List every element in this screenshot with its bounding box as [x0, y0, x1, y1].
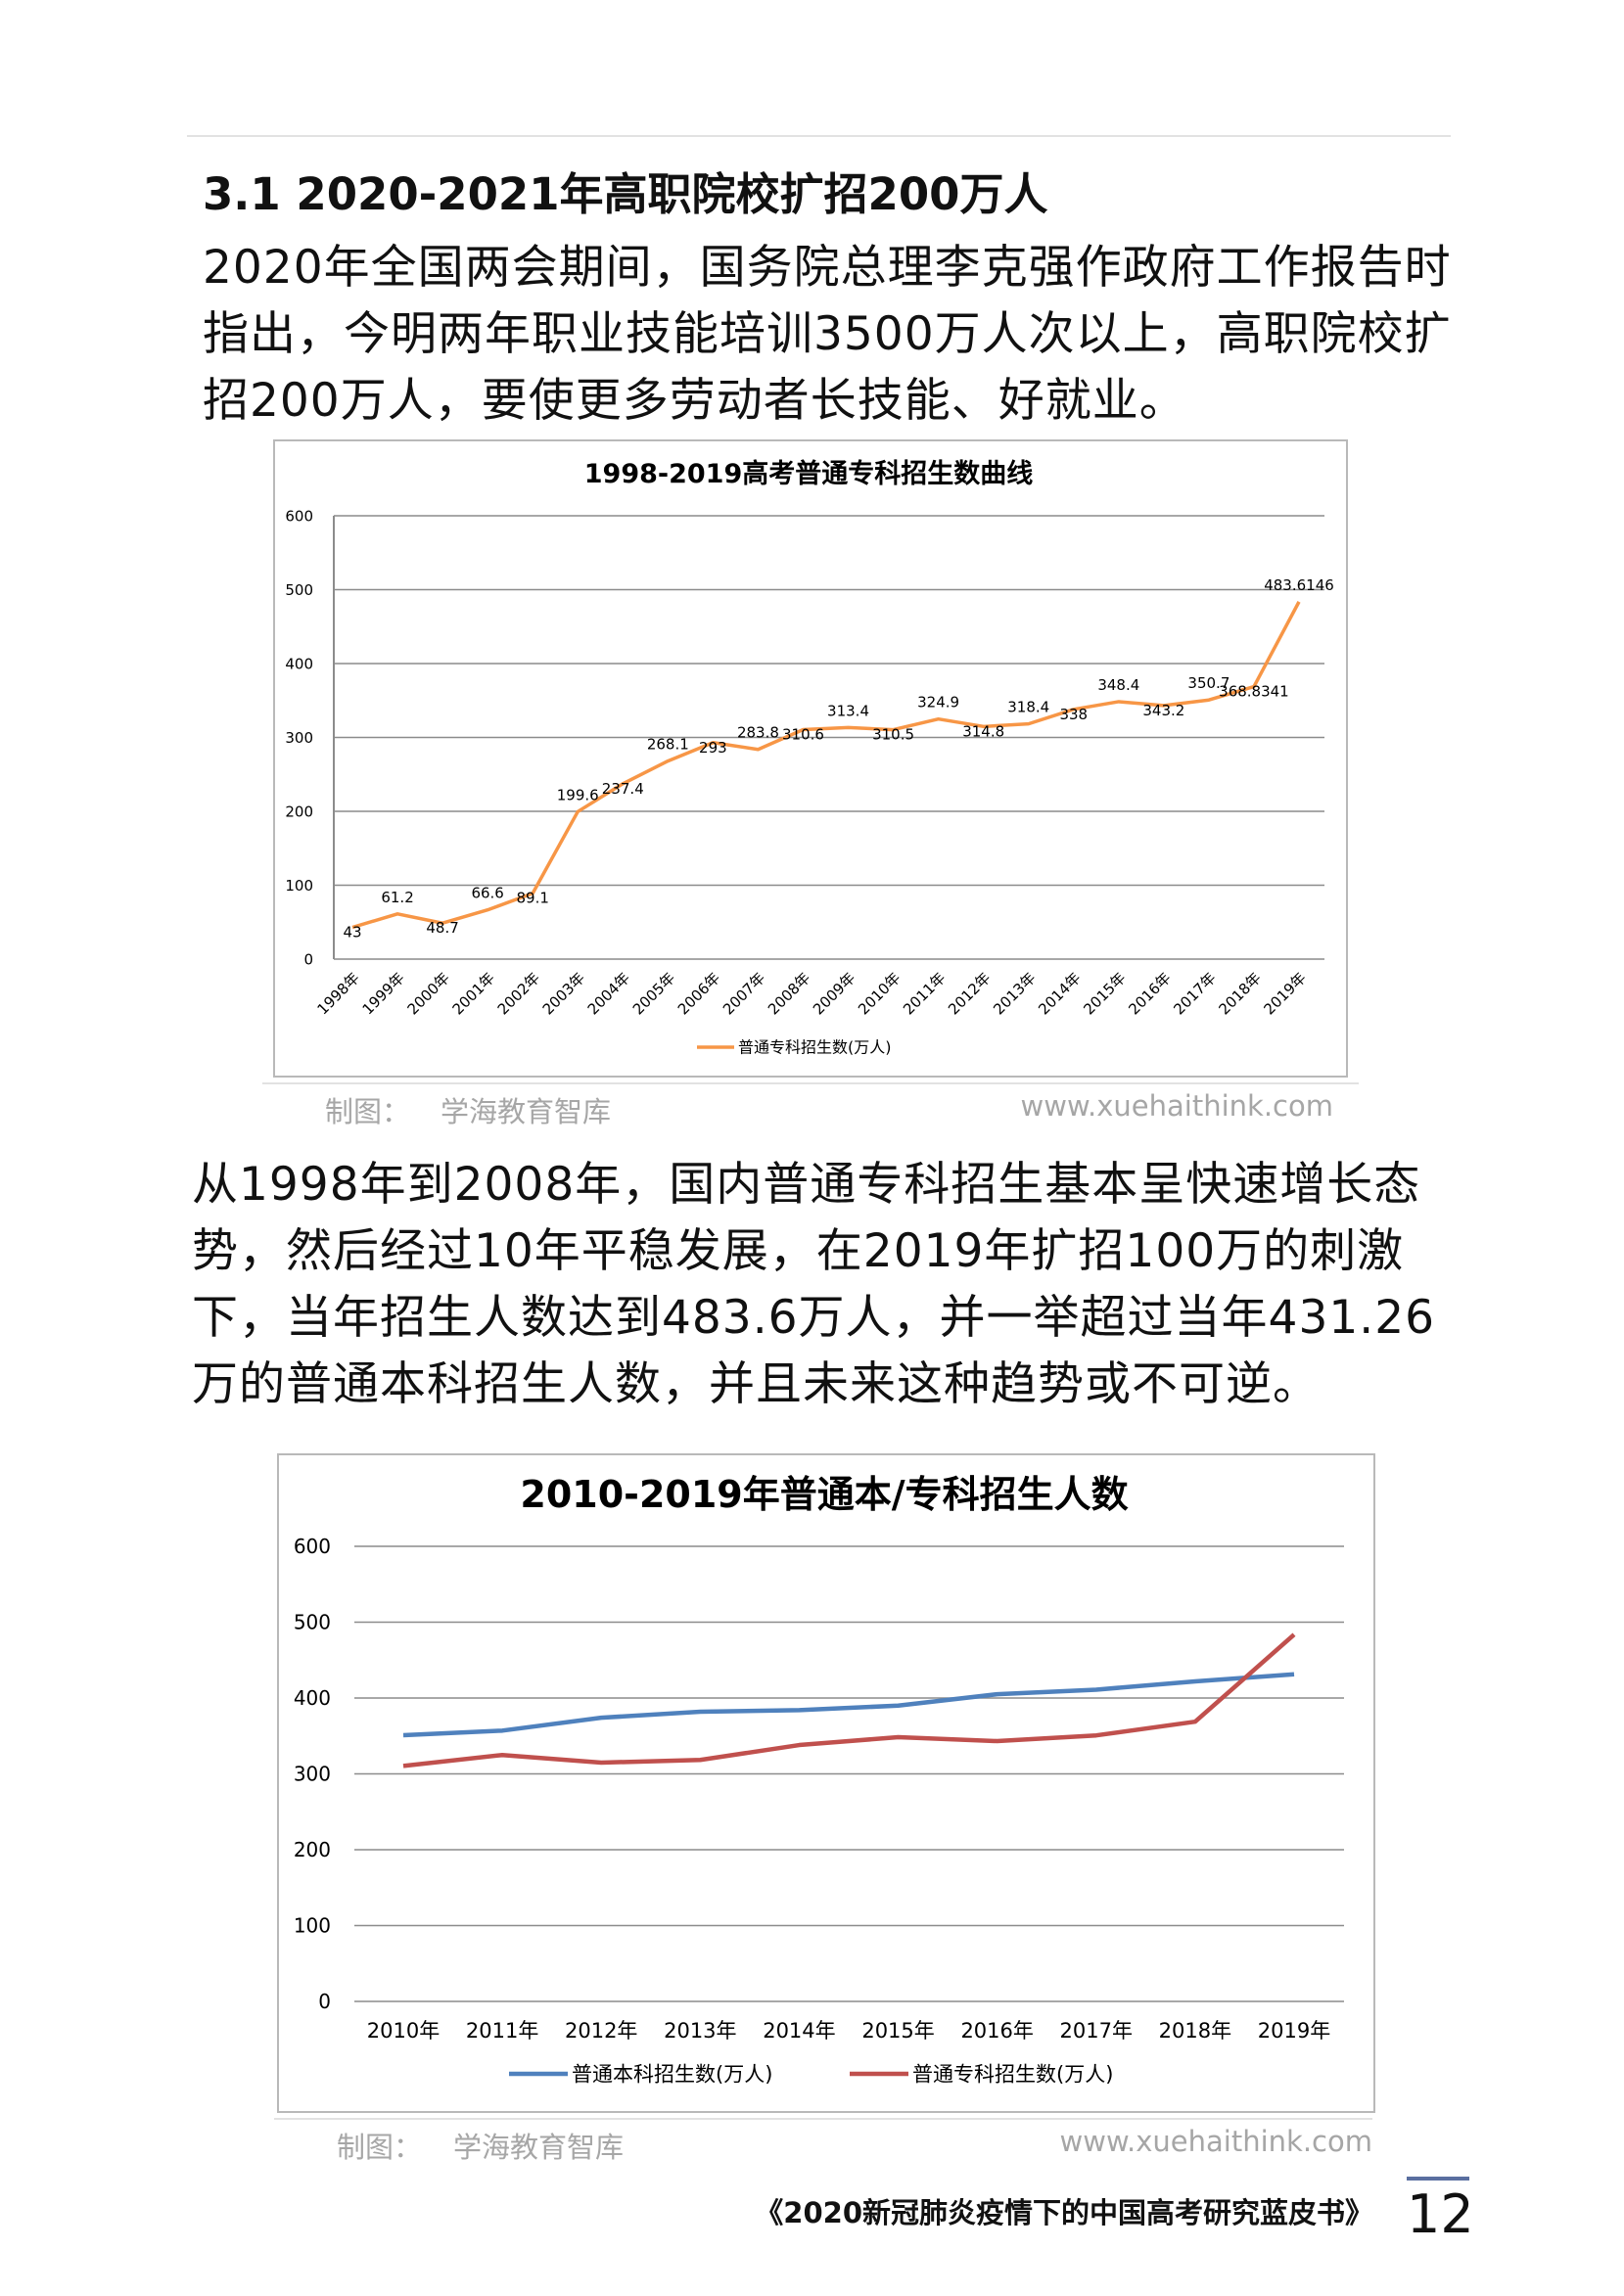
data-label: 66.6: [471, 885, 503, 902]
y-tick-label: 100: [285, 877, 313, 895]
data-label: 483.6146: [1264, 576, 1334, 594]
footer-book-title: 《2020新冠肺炎疫情下的中国高考研究蓝皮书》: [755, 2196, 1373, 2229]
series-line-1: [351, 601, 1301, 930]
x-tick-label: 2017年: [1060, 2019, 1133, 2043]
caption-1-source: 学海教育智库: [441, 1095, 612, 1128]
data-label: 61.2: [381, 889, 413, 906]
page-number: 12: [1407, 2177, 1474, 2249]
top-divider: [187, 135, 1451, 137]
data-label: 89.1: [516, 890, 548, 907]
y-tick-label: 0: [318, 1990, 331, 2013]
y-tick-label: 200: [285, 803, 313, 820]
y-tick-label: 400: [294, 1686, 331, 1710]
chart-2-container: [277, 1453, 1375, 2113]
y-tick-label: 100: [294, 1914, 331, 1938]
x-tick-label: 2010年: [367, 2019, 440, 2043]
legend-label: 普通专科招生数(万人): [738, 1038, 892, 1057]
caption-2-url[interactable]: www.xuehaithink.com: [1059, 2125, 1372, 2158]
legend-label: 普通专科招生数(万人): [912, 2062, 1113, 2086]
data-label: 324.9: [917, 694, 959, 712]
chart-title: 1998-2019高考普通专科招生数曲线: [584, 458, 1034, 489]
series-line-1: [402, 1672, 1295, 1738]
y-tick-label: 500: [294, 1611, 331, 1634]
data-label: 293: [699, 739, 727, 757]
x-tick-label: 2013年: [664, 2019, 736, 2043]
data-label: 48.7: [426, 919, 458, 937]
y-tick-label: 500: [285, 581, 313, 599]
data-label: 338: [1059, 706, 1088, 723]
data-label: 313.4: [827, 702, 869, 719]
y-tick-label: 300: [294, 1763, 331, 1786]
paragraph-1: 2020年全国两会期间，国务院总理李克强作政府工作报告时指出，今明两年职业技能培…: [203, 241, 1452, 428]
chart-title: 2010-2019年普通本/专科招生人数: [520, 1473, 1128, 1516]
paragraph-2: 从1998年到2008年，国内普通专科招生基本呈快速增长态势，然后经过10年平稳…: [192, 1158, 1436, 1411]
caption-1-label: 制图：: [325, 1095, 411, 1128]
x-tick-label: 2018年: [1159, 2019, 1231, 2043]
x-tick-label: 2011年: [466, 2019, 538, 2043]
y-tick-label: 0: [303, 950, 313, 968]
caption-2-label: 制图：: [337, 2131, 423, 2164]
y-tick-label: 400: [285, 655, 313, 672]
data-label: 283.8: [737, 724, 779, 742]
chart-2: 2010-2019年普通本/专科招生人数 0 100 200 300 400 500 600 2…: [294, 1473, 1344, 2086]
chart-1-container: [273, 439, 1348, 1078]
data-label: 314.8: [962, 722, 1004, 740]
caption-2-source: 学海教育智库: [453, 2131, 625, 2164]
y-tick-label: 600: [285, 507, 313, 525]
legend-label: 普通本科招生数(万人): [572, 2062, 772, 2086]
data-label: 43: [343, 924, 361, 941]
x-tick-label: 2012年: [565, 2019, 637, 2043]
data-label: 310.6: [782, 725, 824, 743]
data-label: 237.4: [602, 780, 644, 798]
data-label: 268.1: [647, 736, 689, 754]
data-label: 348.4: [1097, 676, 1139, 694]
x-tick-label: 2014年: [763, 2019, 835, 2043]
section-heading: 3.1 2020-2021年高职院校扩招200万人: [203, 168, 1048, 220]
y-tick-label: 300: [285, 729, 313, 747]
x-tick-label: 2015年: [861, 2019, 934, 2043]
caption-1-url[interactable]: www.xuehaithink.com: [1020, 1089, 1333, 1123]
data-label: 368.8341: [1219, 683, 1289, 701]
data-label: 350.7: [1187, 674, 1230, 692]
data-label: 343.2: [1142, 702, 1184, 719]
y-tick-label: 600: [294, 1535, 331, 1558]
data-label: 310.5: [872, 726, 914, 744]
series-line-2: [402, 1632, 1296, 1768]
caption-2-divider: [274, 2118, 1372, 2120]
data-label: 199.6: [557, 786, 599, 804]
chart-1: 1998-2019高考普通专科招生数曲线 0 100 200 300 400 500 600 1…: [285, 458, 1334, 1057]
y-tick-label: 200: [294, 1838, 331, 1861]
data-label: 318.4: [1007, 699, 1049, 716]
x-tick-label: 2016年: [960, 2019, 1033, 2043]
x-tick-label: 2019年: [1258, 2019, 1330, 2043]
caption-1-divider: [262, 1082, 1359, 1084]
